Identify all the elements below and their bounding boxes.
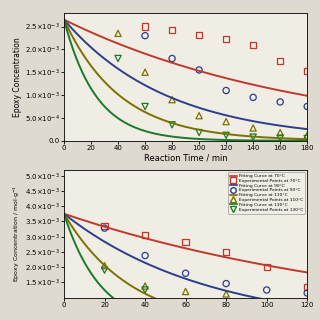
Point	[170, 28, 175, 33]
Y-axis label: Epoxy Concentration / mol·g$^{-1}$: Epoxy Concentration / mol·g$^{-1}$	[12, 185, 22, 282]
Point	[224, 37, 229, 42]
Point	[251, 125, 256, 131]
Point	[224, 119, 229, 124]
Point	[102, 263, 107, 268]
Point	[278, 130, 283, 135]
Point	[196, 113, 202, 118]
Point	[224, 88, 229, 93]
Point	[116, 31, 121, 36]
Point	[102, 268, 107, 273]
Point	[264, 265, 269, 270]
Legend: Fitting Curve at 70°C, Experimental Points at 70°C, Fitting Curve at 90°C, Exper: Fitting Curve at 70°C, Experimental Poin…	[228, 172, 305, 214]
Point	[305, 69, 310, 74]
Point	[142, 104, 148, 109]
Point	[196, 68, 202, 73]
Point	[305, 104, 310, 109]
Point	[224, 133, 229, 138]
Point	[251, 135, 256, 140]
Point	[183, 289, 188, 294]
Point	[102, 226, 107, 231]
Point	[196, 32, 202, 37]
Point	[278, 135, 283, 140]
Point	[224, 249, 229, 254]
Point	[142, 287, 148, 292]
Point	[170, 122, 175, 127]
Point	[142, 253, 148, 258]
Point	[278, 100, 283, 105]
Point	[116, 56, 121, 61]
Point	[264, 287, 269, 292]
Point	[251, 42, 256, 47]
Point	[142, 70, 148, 75]
Point	[305, 291, 310, 296]
Point	[170, 56, 175, 61]
Point	[224, 292, 229, 297]
Point	[305, 136, 310, 141]
X-axis label: Reaction Time / min: Reaction Time / min	[144, 154, 228, 163]
Point	[142, 284, 148, 289]
Point	[142, 233, 148, 238]
Text: (a): (a)	[177, 174, 195, 184]
Point	[251, 95, 256, 100]
Point	[142, 24, 148, 29]
Point	[305, 133, 310, 138]
Point	[183, 240, 188, 245]
Point	[102, 223, 107, 228]
Point	[142, 33, 148, 38]
Point	[224, 281, 229, 286]
Point	[196, 130, 202, 135]
Point	[170, 97, 175, 102]
Y-axis label: Epoxy Concentration: Epoxy Concentration	[13, 37, 22, 117]
Point	[305, 284, 310, 290]
Point	[278, 58, 283, 63]
Point	[183, 271, 188, 276]
